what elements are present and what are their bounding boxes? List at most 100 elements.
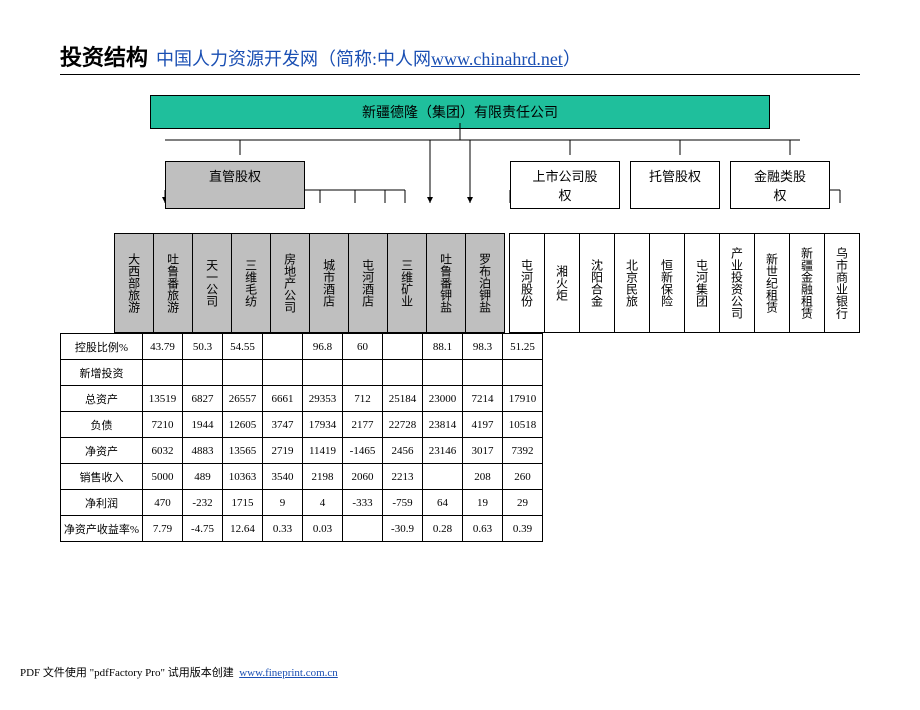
table-cell: 43.79 — [143, 334, 183, 360]
table-cell: 88.1 — [423, 334, 463, 360]
table-cell: 10363 — [223, 464, 263, 490]
table-cell: 0.63 — [463, 516, 503, 542]
table-row: 净资产收益率%7.79-4.7512.640.330.03-30.90.280.… — [61, 516, 543, 542]
entity-label: 恒新保险 — [649, 233, 685, 333]
table-cell: 23146 — [423, 438, 463, 464]
table-cell: 3540 — [263, 464, 303, 490]
table-cell: 10518 — [503, 412, 543, 438]
table-cell: 4 — [303, 490, 343, 516]
row-header: 净利润 — [61, 490, 143, 516]
title-link[interactable]: www.chinahrd.net — [431, 49, 563, 69]
table-cell: 6032 — [143, 438, 183, 464]
org-chart: 新疆德隆（集团）有限责任公司 — [60, 95, 860, 542]
entity-label: 吐鲁番旅游 — [153, 233, 193, 333]
table-cell: 2198 — [303, 464, 343, 490]
table-cell: -30.9 — [383, 516, 423, 542]
entity-labels-row: 大西部旅游吐鲁番旅游天一公司三维毛纺房地产公司城市酒店屯河酒店三维矿业吐鲁番钾盐… — [60, 233, 860, 333]
table-row: 总资产1351968272655766612935371225184230007… — [61, 386, 543, 412]
category-listed-equity: 上市公司股权 — [510, 161, 620, 209]
row-header: 销售收入 — [61, 464, 143, 490]
table-cell: 96.8 — [303, 334, 343, 360]
row-header: 新增投资 — [61, 360, 143, 386]
table-cell: 7210 — [143, 412, 183, 438]
table-cell — [463, 360, 503, 386]
table-cell — [383, 360, 423, 386]
table-cell — [143, 360, 183, 386]
entity-label: 屯河股份 — [509, 233, 545, 333]
title-row: 投资结构 中国人力资源开发网（简称:中人网www.chinahrd.net） — [60, 40, 860, 75]
table-cell: 29 — [503, 490, 543, 516]
table-cell: 3017 — [463, 438, 503, 464]
top-company-box: 新疆德隆（集团）有限责任公司 — [150, 95, 770, 129]
table-cell: 25184 — [383, 386, 423, 412]
table-cell: 23000 — [423, 386, 463, 412]
entity-label: 吐鲁番钾盐 — [426, 233, 466, 333]
table-cell: 2213 — [383, 464, 423, 490]
entity-label: 屯河集团 — [684, 233, 720, 333]
row-header: 负债 — [61, 412, 143, 438]
table-cell — [423, 464, 463, 490]
table-cell: 19 — [463, 490, 503, 516]
category-financial-equity: 金融类股权 — [730, 161, 830, 209]
table-cell: 7214 — [463, 386, 503, 412]
entity-label: 产业投资公司 — [719, 233, 755, 333]
table-cell: 208 — [463, 464, 503, 490]
table-row: 负债72101944126053747179342177227282381441… — [61, 412, 543, 438]
table-cell: 2719 — [263, 438, 303, 464]
table-cell: -232 — [183, 490, 223, 516]
table-cell — [343, 516, 383, 542]
table-cell: -4.75 — [183, 516, 223, 542]
table-cell: 51.25 — [503, 334, 543, 360]
table-cell: 13565 — [223, 438, 263, 464]
entity-label: 新疆金融租赁 — [789, 233, 825, 333]
table-cell: 2456 — [383, 438, 423, 464]
row-header: 总资产 — [61, 386, 143, 412]
table-cell — [303, 360, 343, 386]
table-cell: 7392 — [503, 438, 543, 464]
table-cell — [343, 360, 383, 386]
table-cell: -759 — [383, 490, 423, 516]
entity-label: 三维毛纺 — [231, 233, 271, 333]
table-cell: 50.3 — [183, 334, 223, 360]
row-header: 控股比例% — [61, 334, 143, 360]
entity-label: 沈阳合金 — [579, 233, 615, 333]
entity-label: 湘火炬 — [544, 233, 580, 333]
row-header: 净资产 — [61, 438, 143, 464]
table-cell: 0.39 — [503, 516, 543, 542]
table-cell: 489 — [183, 464, 223, 490]
table-cell: 12605 — [223, 412, 263, 438]
table-cell: 13519 — [143, 386, 183, 412]
table-cell: 5000 — [143, 464, 183, 490]
table-cell: 4197 — [463, 412, 503, 438]
entity-label: 北京民旅 — [614, 233, 650, 333]
entity-label: 三维矿业 — [387, 233, 427, 333]
table-cell: 3747 — [263, 412, 303, 438]
table-row: 销售收入5000489103633540219820602213 208260 — [61, 464, 543, 490]
table-cell: 0.03 — [303, 516, 343, 542]
footer-link[interactable]: www.fineprint.com.cn — [239, 667, 338, 679]
table-cell: 7.79 — [143, 516, 183, 542]
table-row: 控股比例%43.7950.354.5596.86088.198.351.25 — [61, 334, 543, 360]
entity-label: 城市酒店 — [309, 233, 349, 333]
category-row: 直管股权 上市公司股权 托管股权 金融类股权 — [60, 161, 860, 209]
table-cell — [263, 334, 303, 360]
table-cell: 17934 — [303, 412, 343, 438]
table-cell: 470 — [143, 490, 183, 516]
table-cell: 54.55 — [223, 334, 263, 360]
table-cell: 98.3 — [463, 334, 503, 360]
entity-label: 乌市商业银行 — [824, 233, 860, 333]
table-cell: 2060 — [343, 464, 383, 490]
entity-label: 新世纪租赁 — [754, 233, 790, 333]
table-row: 新增投资 — [61, 360, 543, 386]
entity-label: 天一公司 — [192, 233, 232, 333]
row-header: 净资产收益率% — [61, 516, 143, 542]
table-cell: 260 — [503, 464, 543, 490]
entity-label: 房地产公司 — [270, 233, 310, 333]
table-cell: 22728 — [383, 412, 423, 438]
table-cell: 6661 — [263, 386, 303, 412]
financial-table: 控股比例%43.7950.354.5596.86088.198.351.25新增… — [60, 333, 543, 542]
table-cell: -1465 — [343, 438, 383, 464]
table-cell — [503, 360, 543, 386]
category-trust-equity: 托管股权 — [630, 161, 720, 209]
table-cell: 1715 — [223, 490, 263, 516]
